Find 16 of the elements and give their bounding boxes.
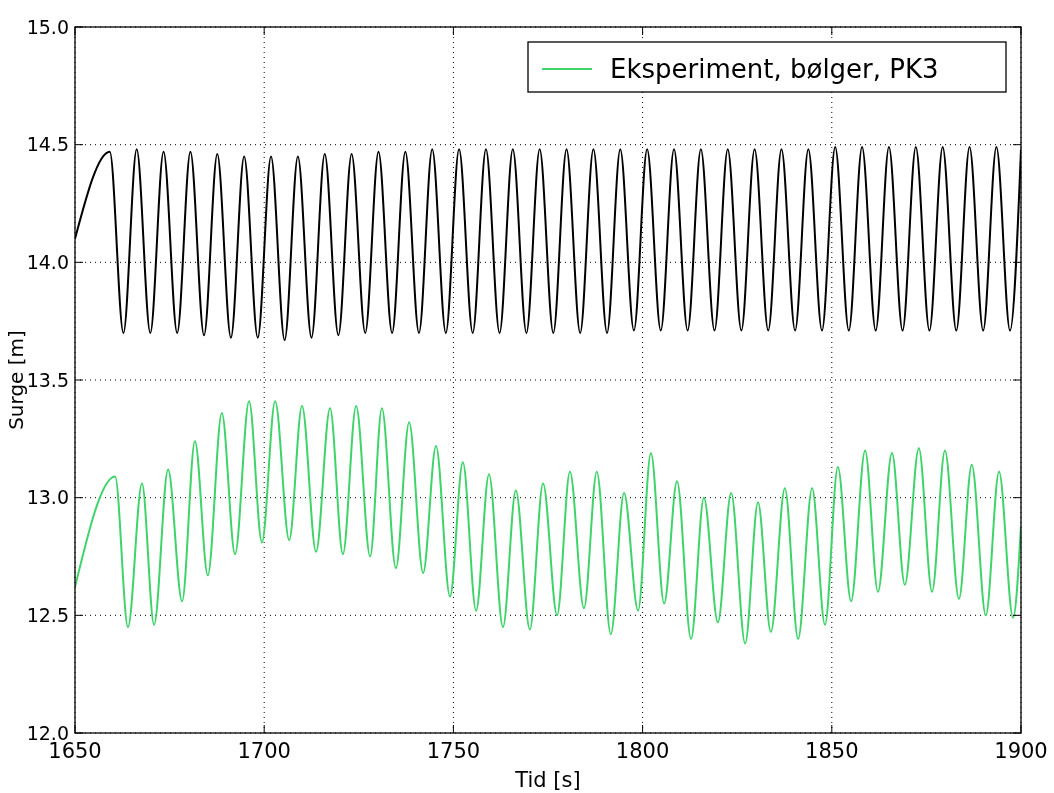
x-tick-label: 1800 (615, 739, 670, 763)
y-axis-title: Surge [m] (4, 330, 28, 430)
y-tick-label: 13.5 (26, 368, 69, 391)
x-tick-label: 1850 (805, 739, 859, 763)
y-tick-label: 13.0 (26, 486, 69, 509)
x-tick-label: 1900 (994, 739, 1048, 763)
x-tick-label: 1700 (237, 739, 291, 763)
y-tick-label: 12.5 (26, 603, 69, 626)
legend-label: Eksperiment, bølger, PK3 (610, 54, 939, 85)
x-tick-label: 1650 (48, 739, 102, 763)
y-tick-label: 14.5 (26, 133, 69, 156)
x-tick-label: 1750 (426, 739, 481, 763)
y-tick-label: 14.0 (26, 250, 69, 273)
line-series (75, 400, 1021, 645)
y-tick-label: 15.0 (26, 15, 69, 38)
x-axis-title: Tid [s] (514, 768, 581, 792)
